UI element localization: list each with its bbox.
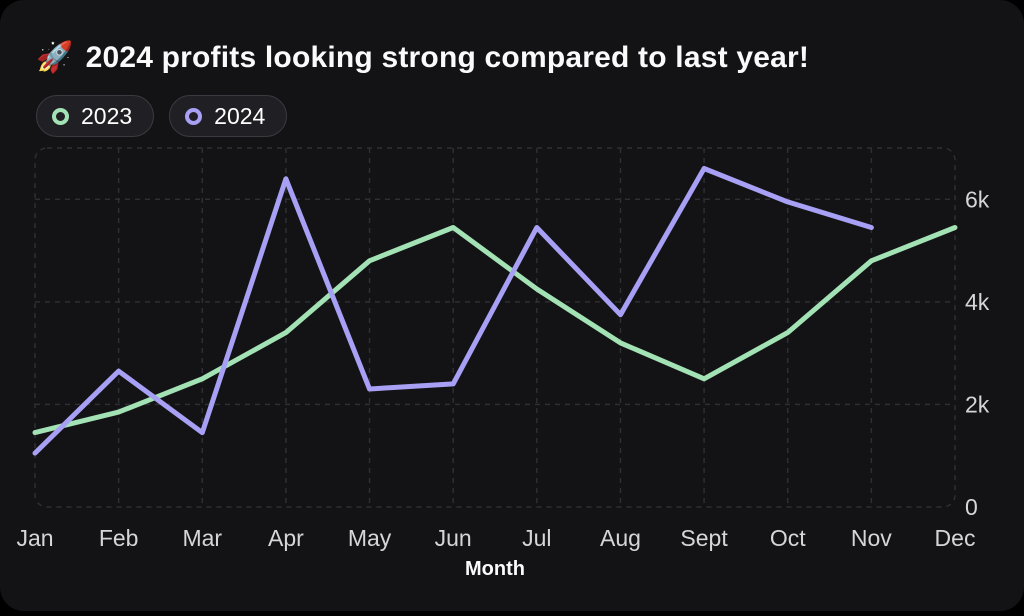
series-2023-marker-icon: [52, 107, 69, 125]
y-tick-label-2k: 2k: [965, 391, 990, 417]
x-axis-title: Month: [465, 558, 525, 580]
series-2024-marker-icon: [185, 107, 203, 125]
x-tick-label-Sept: Sept: [680, 525, 728, 551]
x-tick-label-May: May: [348, 525, 392, 551]
x-tick-label-Dec: Dec: [935, 525, 976, 551]
rocket-icon: 🚀: [36, 41, 74, 74]
series-line-2023[interactable]: [32, 225, 958, 436]
x-tick-label-Feb: Feb: [99, 525, 139, 551]
x-tick-label-Nov: Nov: [851, 525, 892, 551]
line-chart: 0 2k 4k 6k Jan Feb Mar Apr May Jun Jul Aug Sept Oct No…: [0, 140, 1024, 611]
x-tick-label-Jan: Jan: [16, 525, 53, 551]
chart-header: 🚀 2024 profits looking strong compared t…: [0, 0, 1024, 137]
x-tick-label-Jun: Jun: [435, 525, 472, 551]
x-tick-label-Jul: Jul: [522, 525, 551, 551]
legend-label-2024: 2024: [214, 102, 266, 129]
legend-item-2024[interactable]: 2024: [169, 95, 288, 137]
legend-item-2023[interactable]: 2023: [36, 95, 155, 137]
series-line-2024[interactable]: [32, 166, 874, 456]
legend: 2023 2024: [36, 95, 988, 137]
chart-svg: 0 2k 4k 6k Jan Feb Mar Apr May Jun Jul Aug Sept Oct No…: [16, 147, 990, 580]
x-tick-label-Aug: Aug: [600, 525, 641, 551]
legend-label-2023: 2023: [81, 102, 133, 129]
y-tick-label-6k: 6k: [965, 186, 990, 212]
x-tick-label-Mar: Mar: [182, 525, 222, 551]
plot-border: [34, 147, 956, 508]
chart-title-text: 2024 profits looking strong compared to …: [85, 40, 810, 74]
x-tick-label-Oct: Oct: [770, 525, 806, 551]
y-tick-label-4k: 4k: [965, 289, 990, 315]
chart-title: 🚀 2024 profits looking strong compared t…: [36, 40, 988, 75]
x-tick-label-Apr: Apr: [268, 525, 304, 551]
y-tick-label-0: 0: [965, 494, 978, 520]
